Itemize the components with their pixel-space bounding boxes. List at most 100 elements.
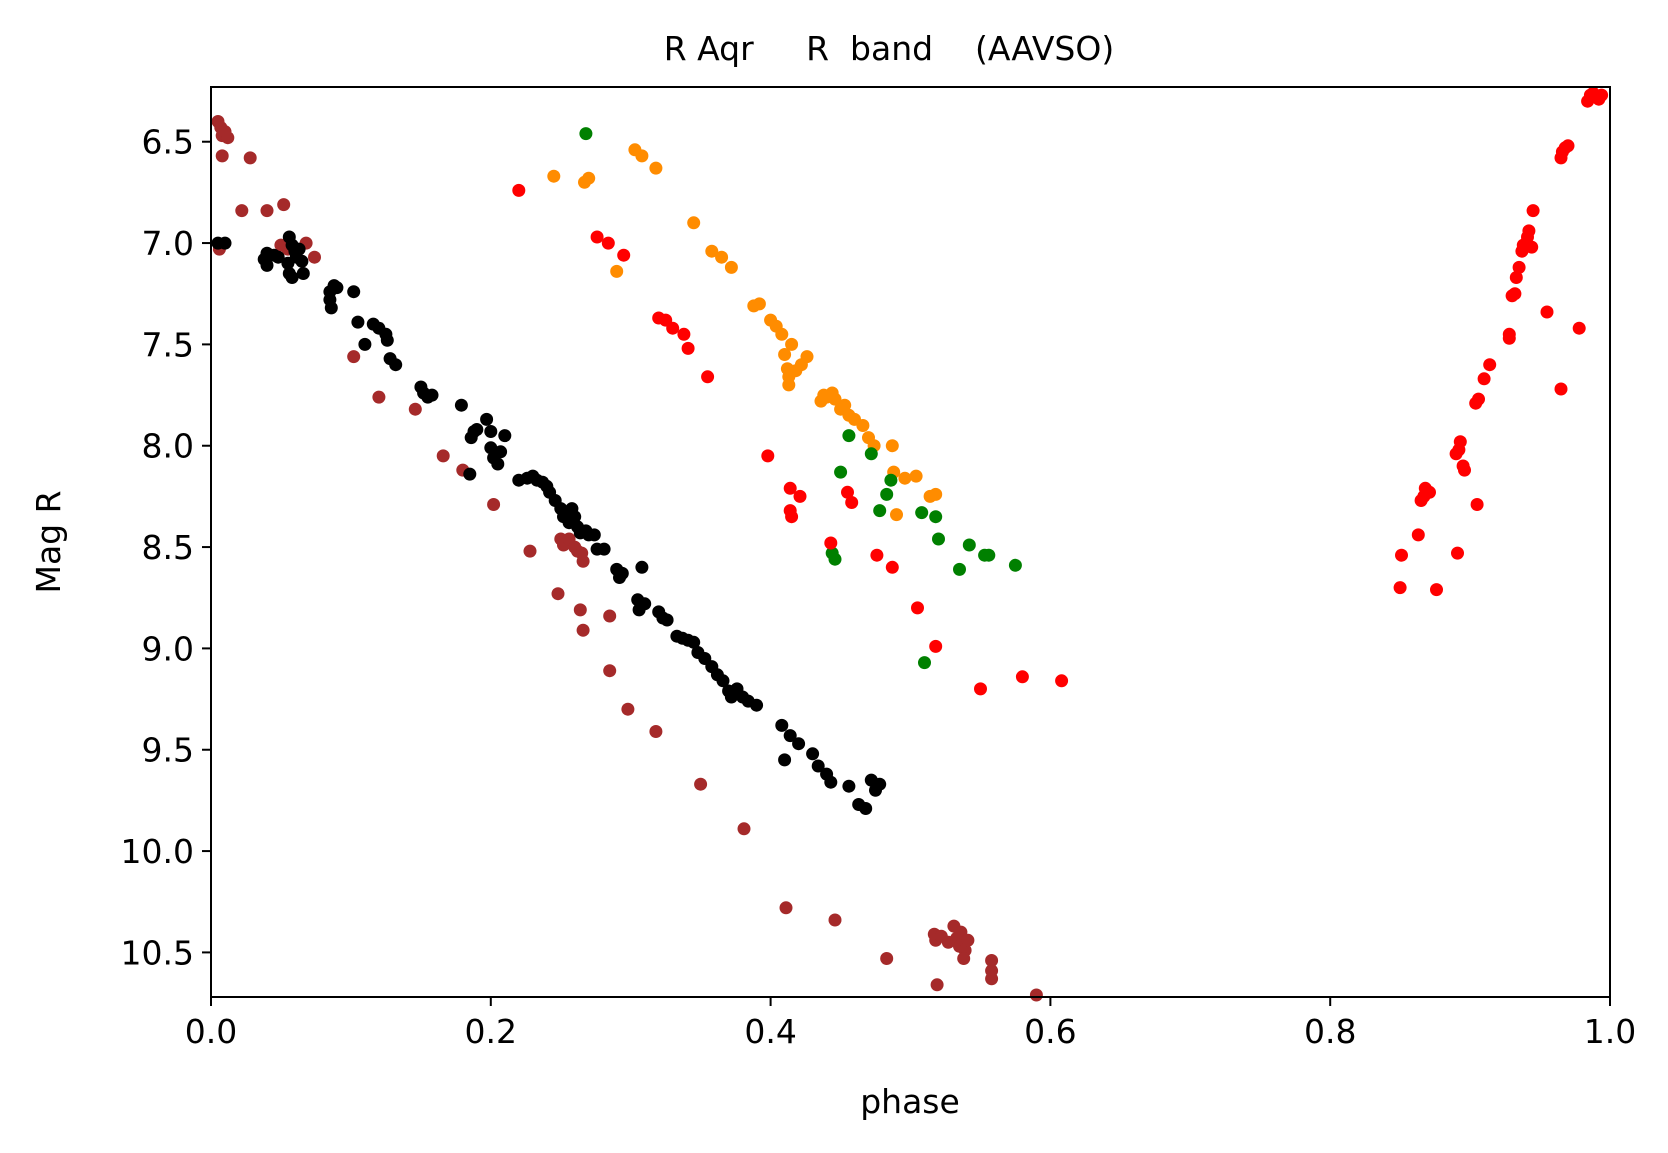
data-point-s4-25 xyxy=(1393,581,1407,595)
data-point-s4-21 xyxy=(929,639,943,653)
data-point-s4-62 xyxy=(1554,382,1568,396)
y-tick-label: 10.0 xyxy=(121,832,194,871)
data-point-s4-56 xyxy=(1526,204,1540,218)
data-point-s3-6 xyxy=(884,473,898,487)
data-point-s4-8 xyxy=(681,341,695,355)
data-point-s0-18 xyxy=(436,449,450,463)
data-point-s4-47 xyxy=(1508,287,1522,301)
data-point-s3-0 xyxy=(579,127,593,141)
data-point-s0-14 xyxy=(308,250,321,264)
data-point-s1-92 xyxy=(750,698,764,712)
data-point-s1-39 xyxy=(470,423,484,436)
data-point-s1-44 xyxy=(491,457,505,471)
data-point-s1-14 xyxy=(292,242,306,256)
data-point-s4-0 xyxy=(512,183,526,197)
data-point-s3-8 xyxy=(828,552,842,566)
data-point-s1-6 xyxy=(271,250,285,264)
data-point-s0-15 xyxy=(347,350,361,364)
data-point-s4-41 xyxy=(1470,498,1484,511)
data-point-s1-9 xyxy=(285,271,299,284)
data-point-s0-4 xyxy=(221,131,235,145)
data-point-s1-96 xyxy=(792,737,806,751)
x-tick-label: 0.8 xyxy=(1304,1012,1356,1051)
x-axis: 0.0 0.2 0.4 0.6 0.8 1.0 xyxy=(185,997,1636,1051)
data-point-s4-45 xyxy=(1502,327,1516,341)
data-point-s4-22 xyxy=(974,682,987,696)
data-point-s0-50 xyxy=(961,933,975,947)
x-tick-label: 0.2 xyxy=(465,1012,517,1051)
plot-frame xyxy=(210,86,1611,998)
data-point-s2-36 xyxy=(885,439,899,453)
data-point-s1-103 xyxy=(859,802,873,815)
data-point-s1-67 xyxy=(597,542,611,556)
data-point-s0-56 xyxy=(1029,988,1043,1002)
data-point-s1-24 xyxy=(358,337,372,351)
data-point-s1-28 xyxy=(380,333,394,347)
y-tick-label: 6.5 xyxy=(142,123,194,162)
y-axis: 6.5 7.0 7.5 8.0 8.5 9.0 9.5 10.0 10.5 xyxy=(121,123,211,972)
data-point-s0-34 xyxy=(621,702,635,716)
data-points xyxy=(211,86,1609,1002)
data-point-s1-74 xyxy=(638,597,652,611)
data-point-s1-86 xyxy=(716,674,730,688)
data-point-s1-15 xyxy=(295,254,309,268)
data-point-s2-6 xyxy=(649,161,663,175)
data-point-s2-28 xyxy=(828,392,842,406)
data-point-s3-13 xyxy=(953,562,966,576)
data-point-s0-40 xyxy=(880,952,894,965)
data-point-s4-57 xyxy=(1540,305,1554,319)
data-point-s2-33 xyxy=(856,419,870,432)
data-point-s2-16 xyxy=(778,348,792,361)
data-point-s2-40 xyxy=(909,469,923,483)
data-point-s1-34 xyxy=(425,388,439,402)
data-point-s4-38 xyxy=(1451,546,1464,560)
data-point-s0-8 xyxy=(235,204,249,218)
data-point-s0-29 xyxy=(551,587,565,601)
data-point-s4-24 xyxy=(1055,674,1069,688)
data-point-s3-4 xyxy=(873,504,887,518)
data-point-s1-70 xyxy=(615,566,629,580)
data-point-s3-3 xyxy=(864,447,878,461)
data-point-s4-61 xyxy=(1561,139,1575,153)
data-point-s4-49 xyxy=(1512,260,1526,274)
data-point-s1-93 xyxy=(775,718,789,732)
data-point-s1-21 xyxy=(330,281,344,295)
data-point-s2-42 xyxy=(929,487,943,501)
data-point-s0-55 xyxy=(985,972,999,986)
x-tick-label: 0.0 xyxy=(185,1012,237,1051)
data-point-s0-16 xyxy=(372,390,386,404)
data-point-s2-15 xyxy=(775,327,789,341)
data-point-s2-8 xyxy=(705,244,719,258)
data-point-s0-33 xyxy=(603,664,617,678)
data-point-s2-19 xyxy=(782,378,796,392)
data-point-s1-22 xyxy=(347,285,361,299)
data-point-s3-5 xyxy=(880,487,894,501)
data-point-s3-17 xyxy=(1008,558,1022,572)
data-point-s4-17 xyxy=(845,496,859,509)
x-tick-label: 0.4 xyxy=(744,1012,796,1051)
chart-title: R Aqr R band (AAVSO) xyxy=(664,29,1114,68)
data-point-s0-37 xyxy=(737,822,751,836)
data-point-s0-5 xyxy=(215,149,229,163)
data-point-s2-38 xyxy=(890,508,903,522)
data-point-s4-26 xyxy=(1395,548,1408,562)
data-point-s1-73 xyxy=(635,560,649,574)
data-point-s1-38 xyxy=(463,467,477,481)
data-point-s4-10 xyxy=(761,449,775,463)
data-point-s2-23 xyxy=(800,350,814,364)
data-point-s4-69 xyxy=(1595,88,1609,102)
data-point-s0-17 xyxy=(408,402,422,416)
data-point-s0-38 xyxy=(779,901,793,915)
data-point-s4-1 xyxy=(590,230,604,244)
y-tick-label: 10.5 xyxy=(121,933,194,972)
data-point-s2-30 xyxy=(838,398,852,412)
data-point-s3-14 xyxy=(962,538,976,552)
data-point-s4-6 xyxy=(666,321,680,335)
data-point-s1-35 xyxy=(454,398,468,412)
data-point-s4-63 xyxy=(1572,321,1586,335)
data-point-s0-35 xyxy=(649,725,663,738)
data-point-s2-20 xyxy=(785,337,799,351)
x-tick-label: 1.0 xyxy=(1584,1012,1636,1051)
data-point-s3-11 xyxy=(932,532,945,546)
data-point-s2-12 xyxy=(752,297,766,311)
